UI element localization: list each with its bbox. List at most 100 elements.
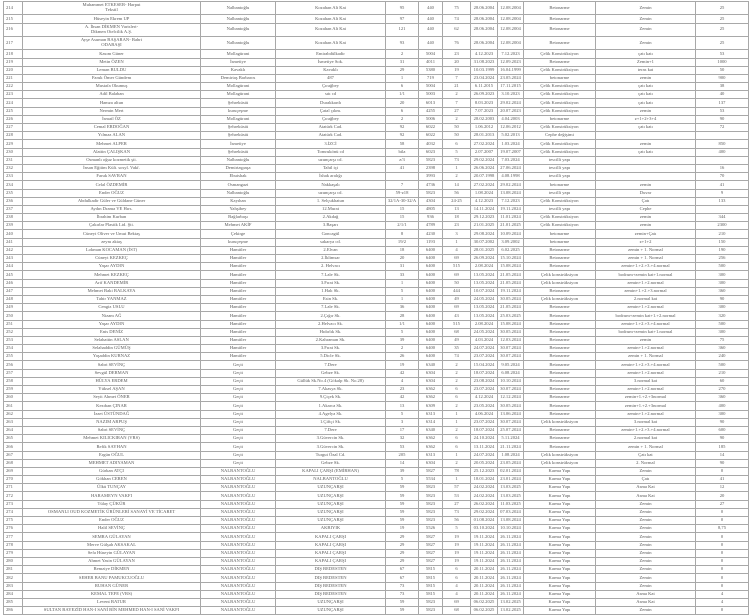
floor-cell: Zemin <box>595 532 696 542</box>
district-cell: Şehreküstü <box>200 98 276 108</box>
parcel-cell: 69 <box>442 270 471 280</box>
table-row: 272 HARAMEYN VAKFI NALBANTOĞLU UZUNÇARŞI 59 5… <box>3 491 749 501</box>
area-cell: 40 <box>695 90 749 100</box>
street-cell: 487 <box>275 73 386 84</box>
table-row: 230 Alattin ÇALIŞKAN Şehreküstü Tomrukönü c… <box>3 147 749 157</box>
street-cell: Goncagül <box>275 229 386 239</box>
block-cell: 6400 <box>418 319 443 329</box>
street-cell: AKBIYIK <box>275 524 386 534</box>
district-cell: Mehmet AKİF <box>200 221 276 231</box>
row-number-cell: 244 <box>3 262 23 272</box>
owner-name-cell: SEMRA GÜLAYAN <box>22 532 201 542</box>
district-cell: NALBANTOĞLU <box>200 491 276 501</box>
table-row: 254 Selahaddin GÜMÜŞ Hamitler 3.Fırat Sk. 2 6… <box>3 344 749 354</box>
parcel-cell: 6 <box>442 565 471 575</box>
owner-name-cell: Cemal ERDOĞAN <box>22 123 201 133</box>
row-number-cell: 220 <box>3 65 23 75</box>
table-row: 216 A. İhsan DİKMEN Varisleri- Dikmen Ote… <box>3 22 749 37</box>
street-cell: İshak aralığı <box>275 172 386 182</box>
table-row: 248 Tahir YANMAZ Hamitler Esin Sk. 1 6400 49 24… <box>3 294 749 305</box>
door-number-cell: 39 <box>385 335 419 346</box>
construction-type-cell: betonarme <box>523 73 596 84</box>
door-number-cell: 15 <box>385 204 419 215</box>
parcel-cell: 2 <box>442 368 471 378</box>
parcel-cell: 6 <box>442 573 471 583</box>
construction-type-cell: Çelik konstrüksiyon <box>523 458 596 468</box>
street-cell: Gebze Sk. <box>275 368 386 378</box>
area-cell: 41 <box>695 475 749 485</box>
parcel-cell: 50 <box>442 131 471 141</box>
start-date-cell: 20.11.2024 <box>470 565 498 575</box>
district-cell: Geçit <box>200 450 276 460</box>
table-row: 261 Kezıban ÇINAR Geçit 1.Akarca Sk. 13 6309 2… <box>3 401 749 411</box>
area-cell: 2300 <box>695 221 749 231</box>
district-cell: Çekirge <box>200 229 276 239</box>
table-row: 264 Sabri SEVİNÇ Geçit 7.Dere 17 6340 2 18.07.2… <box>3 425 749 436</box>
construction-type-cell: Çelik Konstrüksiyon <box>523 139 596 149</box>
floor-cell: Zemin <box>595 540 696 550</box>
start-date-cell: 28.06.2004 <box>470 0 498 16</box>
district-cell: NALBANTOĞLU <box>200 466 276 477</box>
door-number-cell: 59 <box>385 606 419 615</box>
parcel-cell: 50 <box>442 123 471 133</box>
district-cell: Hamitler <box>200 335 276 346</box>
start-date-cell: 29.02.2024 <box>470 155 498 165</box>
owner-name-cell: Metin ÖZEN <box>22 57 201 67</box>
construction-type-cell: Karma Yapı <box>523 589 596 599</box>
street-cell: Atatürk Cad. <box>275 123 386 133</box>
block-cell: 5823 <box>418 597 443 608</box>
floor-cell <box>595 172 696 182</box>
owner-name-cell: Kasım Güner <box>22 49 201 59</box>
district-cell: NALBANTOĞLU <box>200 581 276 591</box>
row-number-cell: 233 <box>3 172 23 182</box>
owner-name-cell: Muhammet ETKESER- Harput Tekstil <box>22 0 201 16</box>
street-cell: UZUNÇARŞI <box>275 499 386 509</box>
district-cell: Ebuishak <box>200 172 276 182</box>
end-date-cell: 12.08.2004 <box>497 14 524 24</box>
door-number-cell: 8 <box>385 229 419 239</box>
row-number-cell: 275 <box>3 516 23 526</box>
street-cell: 2.Kahraman Sk. <box>275 335 386 346</box>
door-number-cell: 93 <box>385 35 419 51</box>
parcel-cell: 23 <box>442 49 471 59</box>
owner-name-cell: Leman BULDU <box>22 65 201 75</box>
block-cell: 6400 <box>418 344 443 354</box>
area-cell: 320 <box>695 311 749 321</box>
block-cell: 3993 <box>418 172 443 182</box>
floor-cell: zemin+1.+2.normal <box>595 303 696 313</box>
construction-type-cell: Çelik konstrüksiyon <box>523 278 596 288</box>
owner-name-cell: Faruk SAVRAN <box>22 172 201 182</box>
row-number-cell: 268 <box>3 458 23 468</box>
door-number-cell: 19/2 <box>385 237 419 247</box>
floor-cell: zemin <box>595 73 696 84</box>
construction-type-cell: Çelik konstrüksiyon <box>523 270 596 280</box>
end-date-cell: 07.03.2024 <box>497 507 524 518</box>
end-date-cell: 26.11.2024 <box>497 589 524 599</box>
street-cell: Nakkaşalı <box>275 180 386 190</box>
end-date-cell: 02.01.2024 <box>497 466 524 477</box>
table-row: 260 Seyit Ahmet ÖNER Geçit 9.Çiçek Sk. 42 636… <box>3 393 749 403</box>
parcel-cell: 444 <box>442 286 471 296</box>
district-cell: Hamitler <box>200 262 276 272</box>
district-cell: Yahşibey <box>200 204 276 215</box>
end-date-cell: 23.05.2024 <box>497 458 524 468</box>
table-row: 252 Enis DENİZ Hamitler Hıdırlık Sk. 5 6400 68… <box>3 327 749 337</box>
construction-type-cell: Karma Yapı <box>523 597 596 608</box>
block-cell: 440 <box>418 14 443 24</box>
construction-type-cell: Çelik Konstrüksiyon <box>523 106 596 116</box>
block-cell: 6400 <box>418 311 443 321</box>
construction-type-cell: Karma Yapı <box>523 581 596 591</box>
area-cell: 90 <box>695 417 749 427</box>
floor-cell: z+1+2+3+4 <box>595 114 696 125</box>
end-date-cell: 13.08.2024 <box>497 188 524 198</box>
block-cell: 6314 <box>418 417 443 427</box>
area-cell: 300 <box>695 303 749 313</box>
floor-cell: Asma Kat <box>595 483 696 493</box>
area-cell: 500 <box>695 319 749 329</box>
start-date-cell: 18.07.2024 <box>470 368 498 378</box>
district-cell: NALBANTOĞLU <box>200 606 276 615</box>
owner-name-cell: Refik SAYHAN <box>22 442 201 452</box>
end-date-cell: 21.05.2024 <box>497 278 524 288</box>
block-cell: 5827 <box>418 556 443 567</box>
row-number-cell: 267 <box>3 450 23 460</box>
